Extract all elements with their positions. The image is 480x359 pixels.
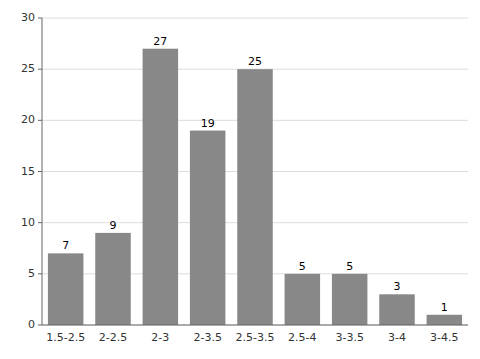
x-tick-label: 3-4 [388, 331, 406, 344]
y-tick-label: 0 [28, 318, 35, 331]
data-label: 5 [299, 260, 306, 273]
x-tick-label: 2.5-3.5 [236, 331, 275, 344]
bar [190, 131, 226, 325]
bar [237, 69, 273, 325]
data-label: 9 [110, 219, 117, 232]
bar [95, 233, 131, 325]
grid-line [42, 18, 468, 19]
grid-line [42, 325, 468, 326]
bar [379, 294, 415, 325]
x-tick-label: 1.5-2.5 [46, 331, 85, 344]
chart-container: 0 5 10 15 20 25 30 7 9 27 19 25 5 5 3 1 1.5-2.5 2-2.5 2-3 2… [0, 0, 480, 359]
x-tick-label: 2-3.5 [193, 331, 221, 344]
y-axis: 0 5 10 15 20 25 30 [21, 11, 42, 331]
x-axis: 1.5-2.5 2-2.5 2-3 2-3.5 2.5-3.5 2.5-4 3-3.5 3-4… [46, 331, 458, 344]
y-tick [38, 18, 42, 19]
y-tick-label: 5 [28, 267, 35, 280]
bar [427, 315, 463, 325]
y-tick-label: 15 [21, 165, 35, 178]
y-tick [38, 273, 42, 274]
bar [332, 274, 368, 325]
y-tick [38, 171, 42, 172]
y-tick [38, 325, 42, 326]
y-tick [38, 120, 42, 121]
x-axis-line [42, 325, 468, 326]
bar [143, 49, 179, 325]
data-label: 19 [201, 117, 215, 130]
data-label: 25 [248, 55, 262, 68]
x-tick-label: 3-3.5 [335, 331, 363, 344]
y-axis-line [42, 18, 43, 325]
bars [48, 49, 462, 325]
data-label: 3 [394, 280, 401, 293]
data-label: 7 [62, 239, 69, 252]
x-tick-label: 2-2.5 [99, 331, 127, 344]
y-tick-label: 20 [21, 113, 35, 126]
x-tick-label: 2-3 [151, 331, 169, 344]
x-tick-label: 2.5-4 [288, 331, 316, 344]
y-tick-label: 30 [21, 11, 35, 24]
bar [48, 253, 84, 325]
chart: 0 5 10 15 20 25 30 7 9 27 19 25 5 5 3 1 1.5-2.5 2-2.5 2-3 2… [0, 0, 480, 359]
y-tick [38, 222, 42, 223]
y-tick-label: 10 [21, 216, 35, 229]
x-tick-label: 3-4.5 [430, 331, 458, 344]
y-tick [38, 69, 42, 70]
grid [42, 18, 468, 325]
y-tick-label: 25 [21, 62, 35, 75]
data-label: 5 [346, 260, 353, 273]
bar [285, 274, 321, 325]
data-label: 1 [441, 301, 448, 314]
data-label: 27 [153, 35, 167, 48]
data-labels: 7 9 27 19 25 5 5 3 1 [62, 35, 448, 314]
